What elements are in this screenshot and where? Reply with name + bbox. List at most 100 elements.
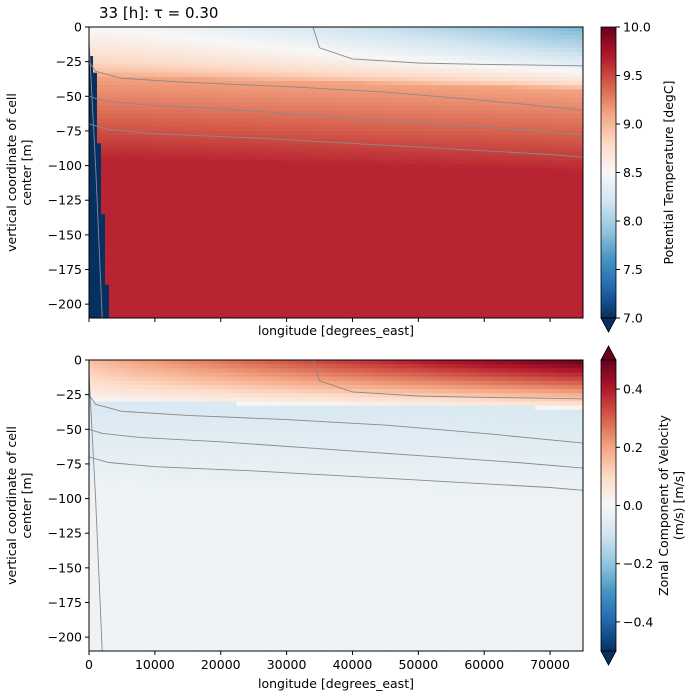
heatmap-cell <box>300 27 305 32</box>
heatmap-cell <box>467 122 473 128</box>
heatmap-cell <box>379 155 385 161</box>
heatmap-cell <box>116 118 122 124</box>
heatmap-cell <box>152 180 158 186</box>
heatmap-cell <box>443 68 449 74</box>
heatmap-cell <box>403 110 409 115</box>
heatmap-cell <box>543 155 548 161</box>
heatmap-cell <box>411 180 417 186</box>
heatmap-cell <box>136 189 142 194</box>
heatmap-cell <box>455 151 461 157</box>
heatmap-cell <box>180 51 186 57</box>
heatmap-cell <box>116 47 122 53</box>
heatmap-cell <box>192 172 198 178</box>
heatmap-cell <box>571 51 576 57</box>
heatmap-cell <box>124 68 130 74</box>
heatmap-cell <box>292 35 297 41</box>
heatmap-cell <box>280 184 285 190</box>
heatmap-cell <box>324 147 329 153</box>
heatmap-cell <box>336 189 341 194</box>
heatmap-cell <box>180 72 186 78</box>
heatmap-cell <box>339 85 345 90</box>
heatmap-cell <box>252 47 257 53</box>
heatmap-cell <box>104 43 110 49</box>
heatmap-cell <box>92 105 98 111</box>
heatmap-cell <box>363 51 369 57</box>
heatmap-cell <box>328 105 333 111</box>
heatmap-cell <box>272 176 277 182</box>
heatmap-cell <box>547 47 552 53</box>
heatmap-cell <box>264 31 269 36</box>
heatmap-cell <box>367 35 373 41</box>
heatmap-cell <box>192 164 198 169</box>
heatmap-cell <box>180 110 186 115</box>
heatmap-cell <box>527 126 532 132</box>
heatmap-cell <box>419 64 425 70</box>
heatmap-cell <box>439 184 445 190</box>
heatmap-cell <box>363 122 369 128</box>
heatmap-cell <box>160 130 166 136</box>
heatmap-cell <box>487 118 492 124</box>
heatmap-cell <box>204 189 210 194</box>
heatmap-cell <box>471 76 477 82</box>
heatmap-cell <box>252 155 257 161</box>
heatmap-cell <box>455 51 461 57</box>
heatmap-cell <box>403 172 409 178</box>
heatmap-cell <box>196 155 202 161</box>
heatmap-cell <box>124 160 130 165</box>
heatmap-cell <box>204 89 210 95</box>
heatmap-cell <box>531 27 536 32</box>
heatmap-cell <box>156 139 162 144</box>
heatmap-cell <box>204 39 210 45</box>
heatmap-cell <box>188 189 194 194</box>
heatmap-cell <box>204 180 210 186</box>
heatmap-cell <box>535 35 540 41</box>
heatmap-cell <box>395 89 401 95</box>
heatmap-cell <box>272 60 277 66</box>
heatmap-cell <box>212 193 218 199</box>
heatmap-cell <box>575 130 580 136</box>
heatmap-cell <box>316 35 321 41</box>
heatmap-cell <box>395 27 401 32</box>
heatmap-cell <box>547 172 552 178</box>
heatmap-cell <box>419 39 425 45</box>
heatmap-cell <box>347 110 353 115</box>
heatmap-cell <box>172 60 178 66</box>
heatmap-cell <box>256 101 261 107</box>
heatmap-cell <box>264 101 269 107</box>
heatmap-cell <box>551 27 556 32</box>
heatmap-cell <box>555 114 560 120</box>
heatmap-cell <box>563 76 568 82</box>
heatmap-cell <box>216 151 222 157</box>
heatmap-cell <box>144 114 150 120</box>
heatmap-cell <box>104 64 110 70</box>
heatmap-cell <box>100 93 106 99</box>
heatmap-cell <box>268 85 273 90</box>
heatmap-cell <box>268 151 273 157</box>
heatmap-cell <box>491 56 496 61</box>
heatmap-cell <box>375 31 381 36</box>
heatmap-cell <box>188 68 194 74</box>
heatmap-cell <box>108 118 114 124</box>
heatmap-cell <box>108 31 114 36</box>
heatmap-cell <box>407 135 413 140</box>
heatmap-cell <box>276 43 281 49</box>
heatmap-cell <box>559 122 564 128</box>
heatmap-cell <box>332 180 337 186</box>
heatmap-cell <box>447 189 453 194</box>
heatmap-cell <box>116 85 122 90</box>
heatmap-cell <box>172 47 178 53</box>
heatmap-cell <box>188 64 194 70</box>
heatmap-cell <box>280 139 285 144</box>
heatmap-cell <box>89 189 94 194</box>
heatmap-cell <box>371 47 377 53</box>
heatmap-cell <box>108 184 114 190</box>
heatmap-cell <box>272 39 277 45</box>
heatmap-cell <box>459 143 465 149</box>
heatmap-cell <box>515 114 520 120</box>
heatmap-cell <box>208 97 214 103</box>
heatmap-cell <box>240 39 245 45</box>
heatmap-cell <box>104 176 110 182</box>
heatmap-cell <box>124 176 130 182</box>
heatmap-cell <box>320 155 325 161</box>
heatmap-cell <box>272 93 277 99</box>
